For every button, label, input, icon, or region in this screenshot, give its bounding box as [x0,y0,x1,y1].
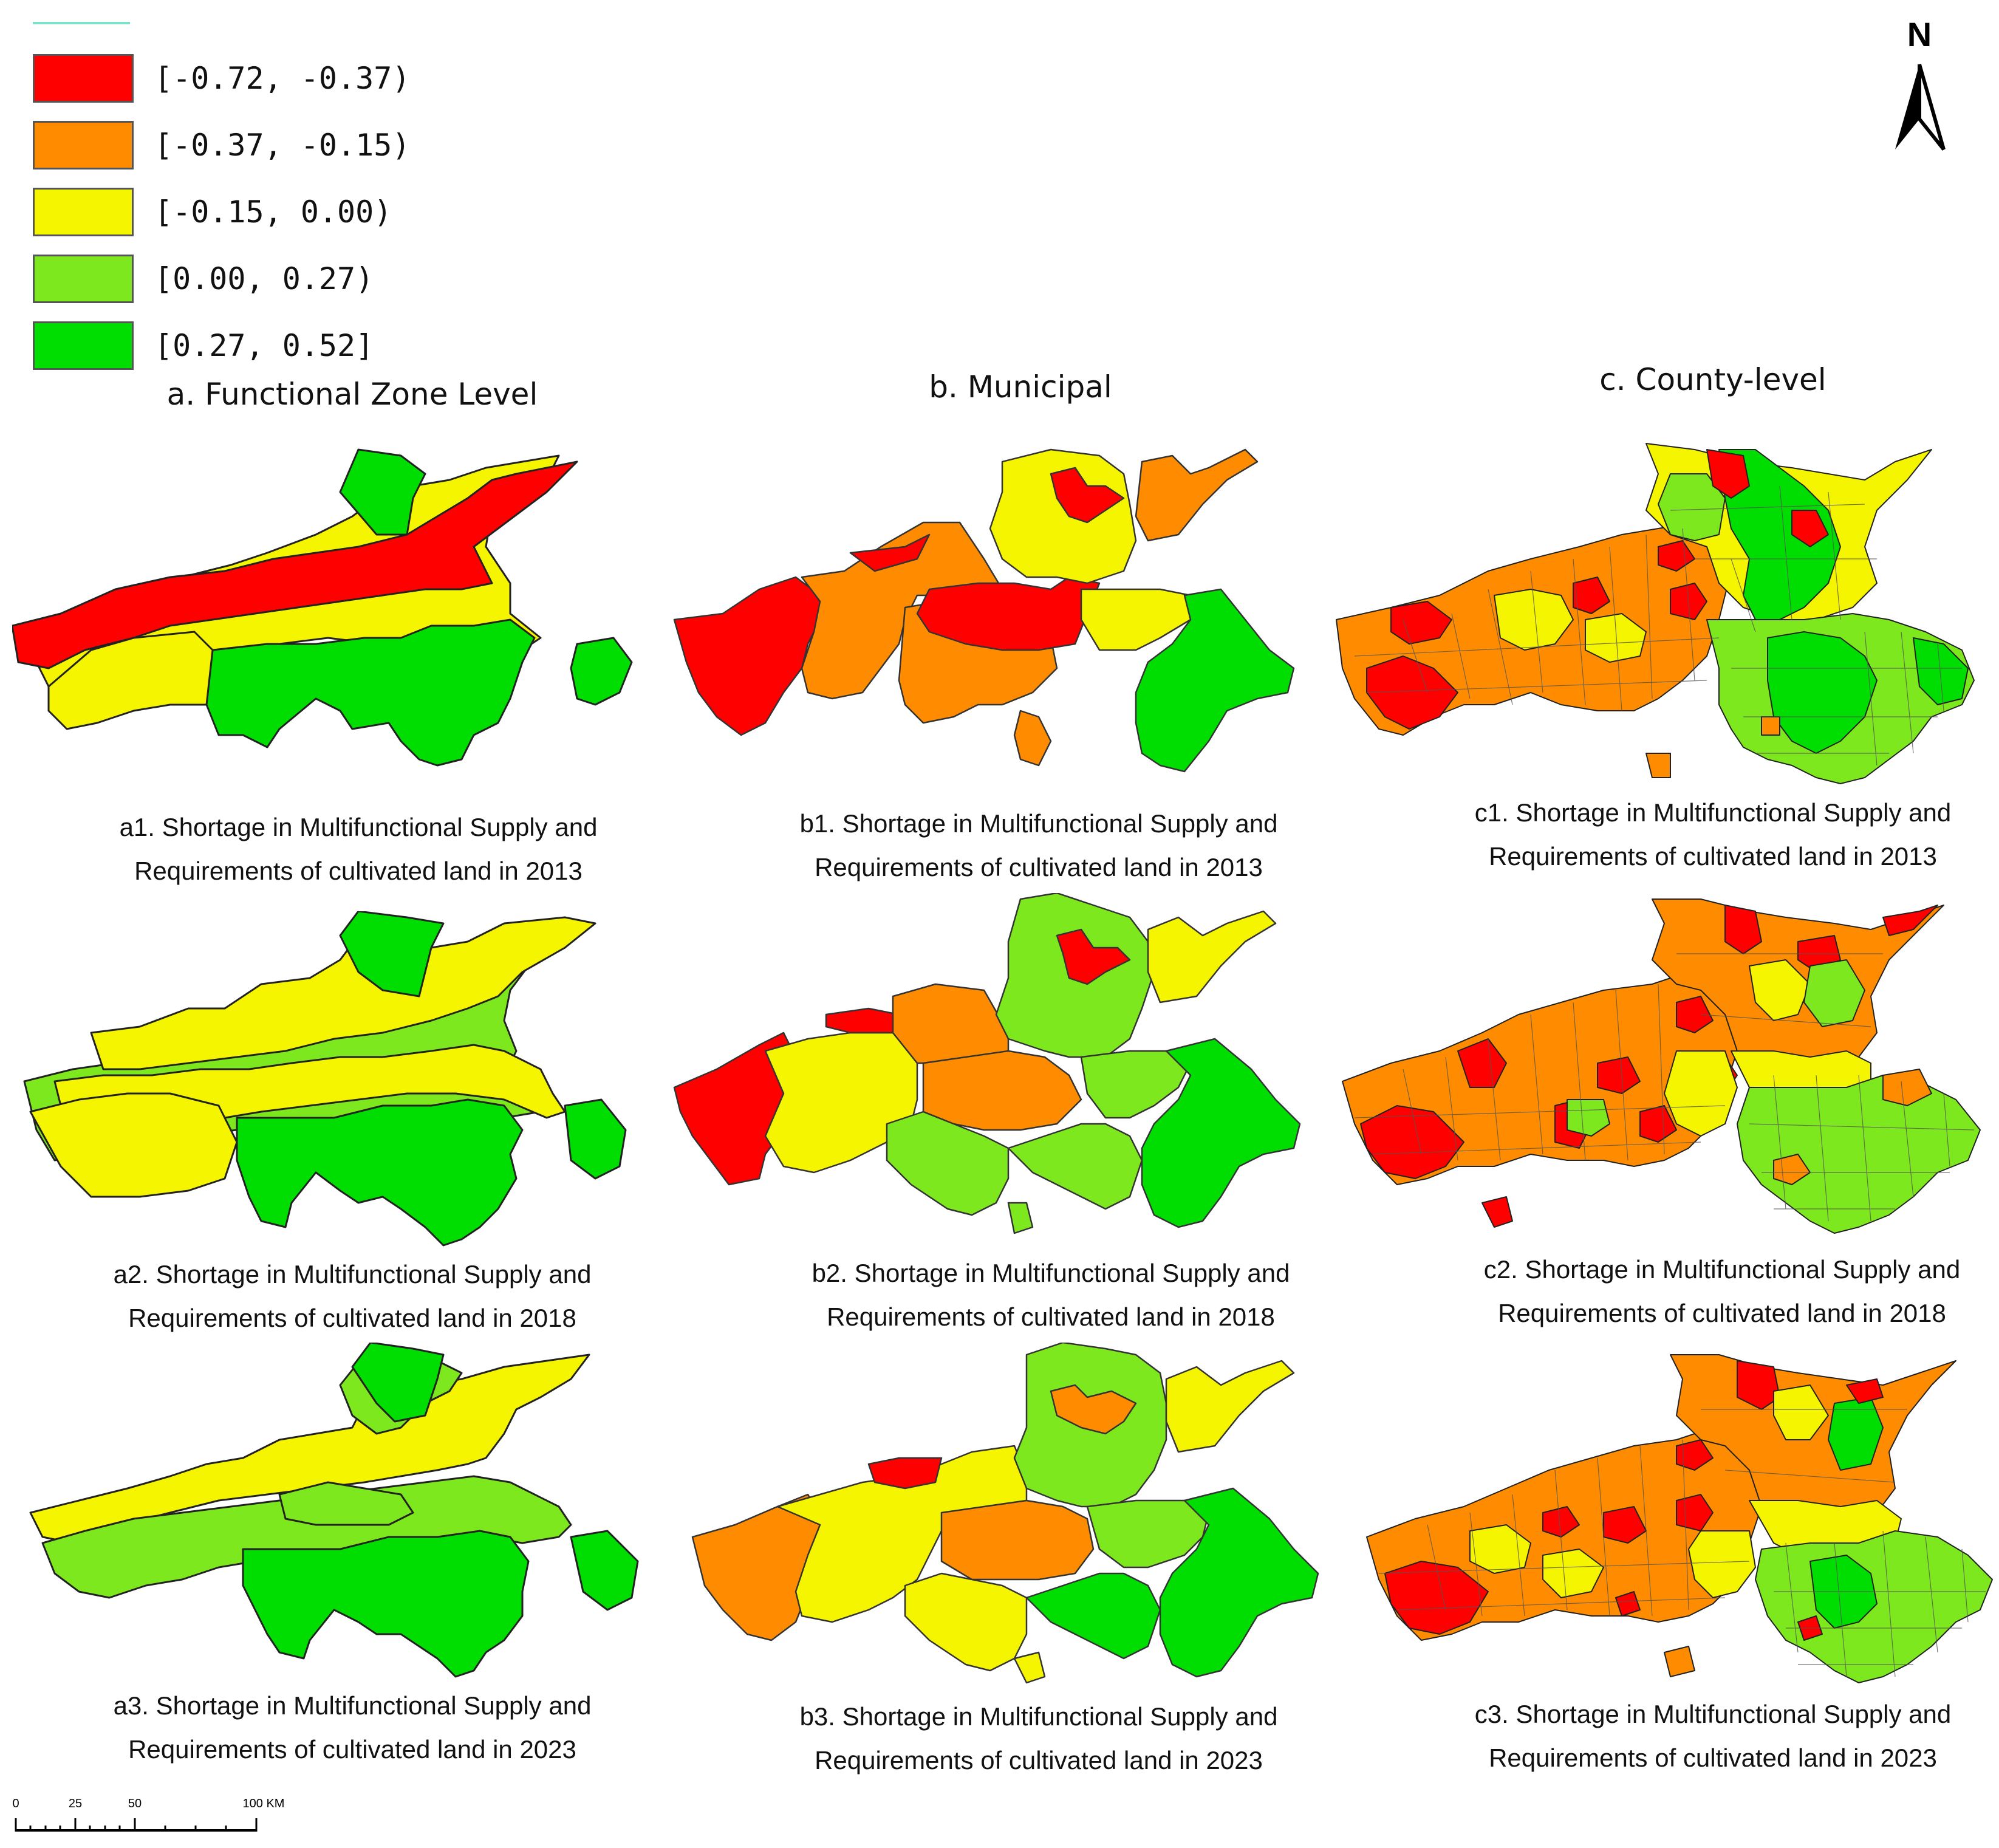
caption-line: Requirements of cultivated land in 2023 [1489,1744,1937,1772]
scale-tick-25: 25 [69,1797,82,1810]
legend-swatch-lightgreen [33,255,134,303]
scale-tick-100: 100 KM [243,1797,285,1810]
legend-swatch-red [33,54,134,103]
legend-item: [-0.37, -0.15) [33,112,410,179]
map-c1 [1330,437,1992,796]
legend: [-0.72, -0.37) [-0.37, -0.15) [-0.15, 0.… [33,22,410,379]
caption-line: Requirements of cultivated land in 2013 [815,853,1263,881]
caption-line: c1. Shortage in Multifunctional Supply a… [1474,798,1952,827]
legend-label: [-0.37, -0.15) [154,128,411,163]
legend-top-rule [33,22,130,24]
caption-b1: b1. Shortage in Multifunctional Supply a… [717,802,1361,889]
map-b3 [686,1343,1361,1707]
legend-label: [-0.15, 0.00) [154,194,392,230]
caption-line: b1. Shortage in Multifunctional Supply a… [799,809,1278,838]
scale-bar: 0 25 50 100 KM [9,1795,288,1844]
legend-item: [-0.15, 0.00) [33,179,410,245]
map-c2 [1336,893,1998,1245]
legend-item: [0.00, 0.27) [33,245,410,312]
scale-tick-0: 0 [12,1797,19,1810]
caption-a2: a2. Shortage in Multifunctional Supply a… [30,1253,674,1340]
caption-line: Requirements of cultivated land in 2018 [128,1304,576,1332]
north-label: N [1907,15,1932,53]
legend-label: [-0.72, -0.37) [154,61,411,96]
legend-label: [0.00, 0.27) [154,261,374,296]
legend-item: [0.27, 0.52] [33,312,410,379]
caption-line: c3. Shortage in Multifunctional Supply a… [1474,1700,1952,1728]
caption-a3: a3. Shortage in Multifunctional Supply a… [30,1684,674,1771]
legend-swatch-orange [33,121,134,169]
column-title-functional-zone: a. Functional Zone Level [166,377,538,412]
map-a3 [24,1343,662,1683]
caption-line: c2. Shortage in Multifunctional Supply a… [1483,1255,1961,1284]
caption-a1: a1. Shortage in Multifunctional Supply a… [36,806,680,893]
legend-swatch-green [33,321,134,370]
legend-swatch-yellow [33,188,134,236]
caption-line: a2. Shortage in Multifunctional Supply a… [113,1260,592,1288]
caption-line: Requirements of cultivated land in 2023 [128,1735,576,1764]
caption-line: Requirements of cultivated land in 2018 [1498,1299,1946,1327]
caption-b3: b3. Shortage in Multifunctional Supply a… [717,1695,1361,1782]
caption-b2: b2. Shortage in Multifunctional Supply a… [729,1251,1373,1339]
caption-line: b2. Shortage in Multifunctional Supply a… [812,1259,1290,1287]
caption-c2: c2. Shortage in Multifunctional Supply a… [1400,1248,1999,1335]
caption-c3: c3. Shortage in Multifunctional Supply a… [1391,1692,1999,1780]
caption-line: Requirements of cultivated land in 2023 [815,1746,1263,1774]
map-a1 [12,443,644,784]
caption-line: Requirements of cultivated land in 2013 [1489,842,1937,871]
caption-line: b3. Shortage in Multifunctional Supply a… [799,1702,1278,1731]
caption-line: a1. Shortage in Multifunctional Supply a… [119,813,598,841]
caption-line: Requirements of cultivated land in 2018 [827,1302,1275,1331]
caption-c1: c1. Shortage in Multifunctional Supply a… [1391,791,1999,878]
column-title-municipal: b. Municipal [929,369,1112,405]
column-title-county: c. County-level [1599,362,1826,397]
caption-line: a3. Shortage in Multifunctional Supply a… [113,1691,592,1720]
legend-item: [-0.72, -0.37) [33,45,410,112]
map-b2 [668,893,1342,1251]
scale-tick-50: 50 [128,1797,142,1810]
north-arrow-icon: N [1889,10,1962,156]
caption-line: Requirements of cultivated land in 2013 [134,857,583,885]
legend-label: [0.27, 0.52] [154,328,374,363]
map-b1 [662,437,1324,784]
map-c3 [1361,1349,1998,1701]
map-a2 [18,911,650,1264]
